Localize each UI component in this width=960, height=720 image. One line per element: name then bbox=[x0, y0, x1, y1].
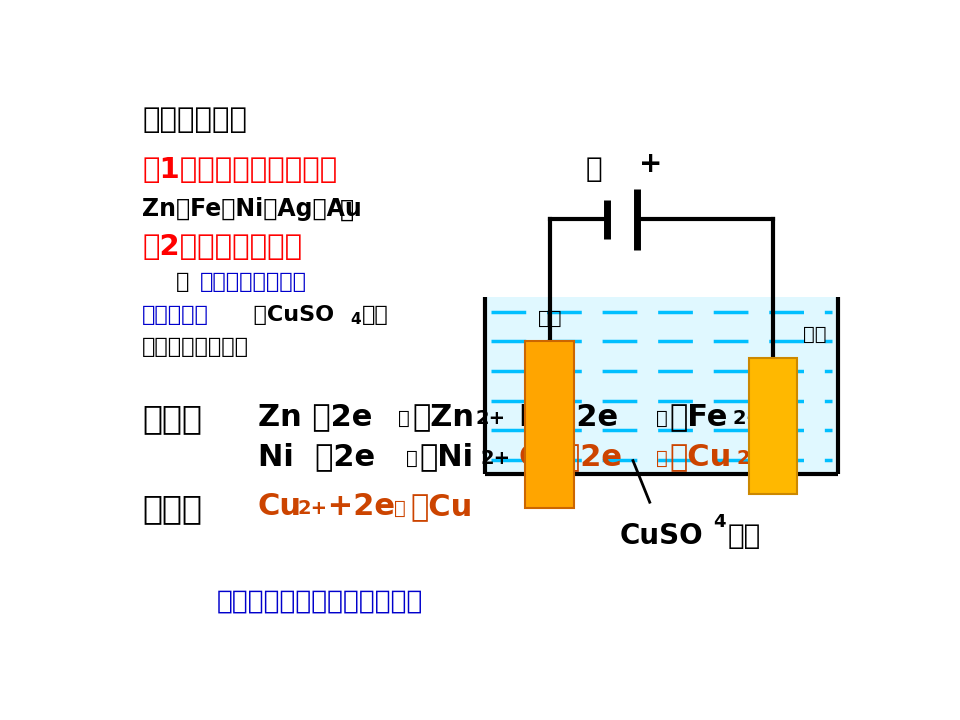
Text: －: － bbox=[656, 449, 667, 468]
Text: Cu－2e: Cu－2e bbox=[518, 442, 622, 472]
Text: Zn、Fe、Ni、Ag、Au: Zn、Fe、Ni、Ag、Au bbox=[142, 197, 362, 221]
Text: +2e: +2e bbox=[317, 492, 396, 521]
Text: ＝Fe: ＝Fe bbox=[669, 402, 728, 431]
Text: 粗铜: 粗铜 bbox=[803, 325, 827, 344]
Text: ＝Zn: ＝Zn bbox=[413, 402, 474, 431]
Text: （1）、粗铜所含的杂质: （1）、粗铜所含的杂质 bbox=[142, 156, 338, 184]
Text: ＝Cu: ＝Cu bbox=[669, 442, 732, 472]
Text: Ni  －2e: Ni －2e bbox=[257, 442, 374, 472]
Text: －: － bbox=[586, 156, 602, 184]
Text: －: － bbox=[397, 409, 409, 428]
Text: －: － bbox=[656, 409, 667, 428]
Text: 为电解液进行电解: 为电解液进行电解 bbox=[142, 337, 250, 357]
Text: 铜的电解精炼: 铜的电解精炼 bbox=[142, 106, 248, 134]
Text: 2+: 2+ bbox=[732, 409, 762, 428]
Text: 4: 4 bbox=[713, 513, 726, 531]
Text: CuSO: CuSO bbox=[620, 521, 704, 549]
Bar bbox=[485, 297, 838, 474]
Text: 阳极：: 阳极： bbox=[142, 402, 203, 436]
Text: ＝Cu: ＝Cu bbox=[410, 492, 472, 521]
Text: 溶液: 溶液 bbox=[728, 521, 761, 549]
Text: Fe－2e: Fe－2e bbox=[518, 402, 618, 431]
Text: ＝Ni: ＝Ni bbox=[420, 442, 474, 472]
Text: 以CuSO: 以CuSO bbox=[237, 305, 334, 325]
Text: 粗铜为阳极，以纯: 粗铜为阳极，以纯 bbox=[201, 272, 307, 292]
Text: 2+: 2+ bbox=[736, 449, 766, 468]
Text: －: － bbox=[394, 499, 405, 518]
Text: 2+: 2+ bbox=[297, 499, 327, 518]
Text: 铜为阴极，: 铜为阴极， bbox=[142, 305, 209, 325]
Text: －: － bbox=[406, 449, 419, 468]
Text: 溶液: 溶液 bbox=[362, 305, 389, 325]
Text: 4: 4 bbox=[350, 312, 361, 327]
Text: Zn －2e: Zn －2e bbox=[257, 402, 372, 431]
Text: 以: 以 bbox=[176, 272, 189, 292]
Text: 2+: 2+ bbox=[480, 449, 510, 468]
Text: Cu: Cu bbox=[257, 492, 301, 521]
Text: 纯铜: 纯铜 bbox=[538, 309, 562, 328]
Text: 阴极：: 阴极： bbox=[142, 492, 203, 525]
Bar bbox=[525, 341, 574, 508]
Text: 等: 等 bbox=[340, 197, 353, 221]
Bar bbox=[749, 358, 797, 494]
Text: 2+: 2+ bbox=[475, 409, 506, 428]
Text: （2）、粗铜的精炼: （2）、粗铜的精炼 bbox=[142, 233, 302, 261]
Text: 长时间电解后必须补充电解液: 长时间电解后必须补充电解液 bbox=[217, 588, 423, 614]
Text: +: + bbox=[638, 150, 662, 178]
